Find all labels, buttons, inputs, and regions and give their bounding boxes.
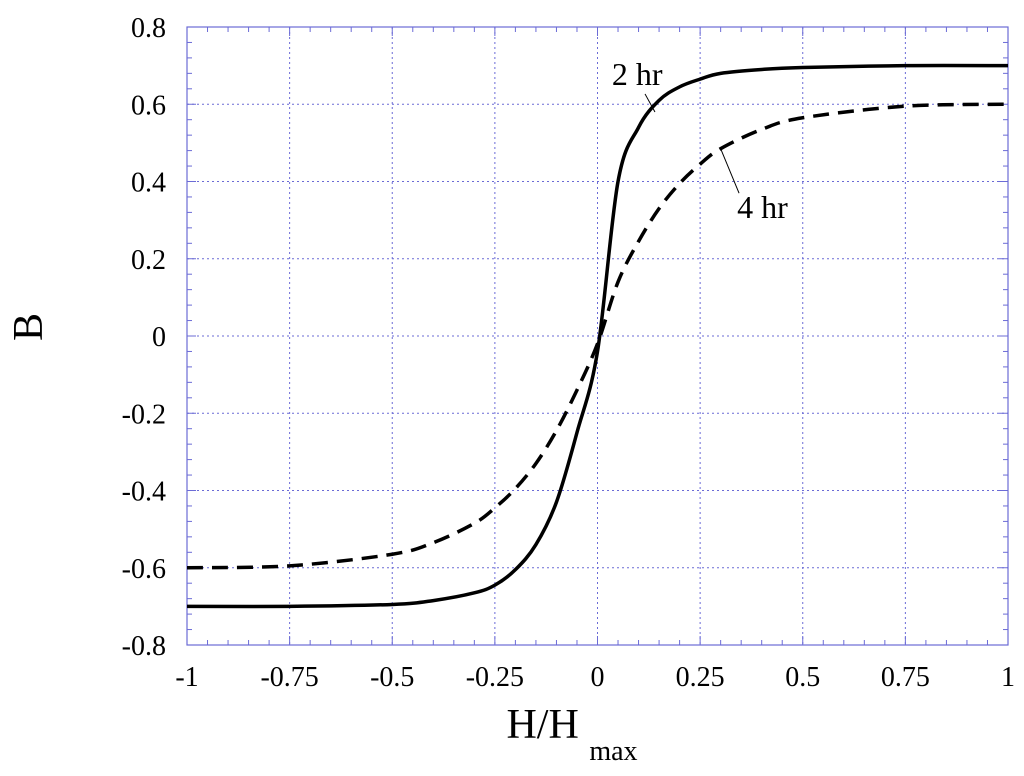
x-tick-label: 0 bbox=[591, 662, 605, 693]
y-tick-label: 0.4 bbox=[131, 168, 166, 199]
x-tick-label: 0.5 bbox=[785, 662, 820, 693]
y-tick-label: 0.2 bbox=[131, 245, 166, 276]
y-tick-label: 0 bbox=[152, 322, 166, 353]
x-axis-label-subscript: max bbox=[589, 736, 637, 767]
x-tick-label: 0.75 bbox=[881, 662, 930, 693]
annotation-label: 2 hr bbox=[612, 56, 663, 92]
x-tick-label: -0.25 bbox=[466, 662, 524, 693]
x-axis-label: H/H max bbox=[506, 702, 637, 767]
tick-labels: -1 -0.75 -0.5 -0.25 0 0.25 0.5 0.75 1 -0.8 -0.6 -0.… bbox=[122, 13, 1015, 693]
y-tick-label: -0.2 bbox=[122, 399, 166, 430]
grid bbox=[187, 27, 1008, 645]
y-tick-label: 0.6 bbox=[131, 90, 166, 121]
annotation-layer: 2 hr 4 hr bbox=[612, 56, 788, 225]
y-axis-label: B bbox=[6, 313, 52, 341]
x-tick-label: 0.25 bbox=[676, 662, 725, 693]
annotation-leader-line bbox=[720, 148, 740, 194]
y-tick-label: -0.8 bbox=[122, 631, 166, 662]
x-tick-label: -0.5 bbox=[370, 662, 414, 693]
x-tick-label: 1 bbox=[1001, 662, 1015, 693]
x-tick-label: -1 bbox=[175, 662, 198, 693]
annotation-label: 4 hr bbox=[737, 189, 788, 225]
plot-frame bbox=[186, 26, 1009, 646]
x-axis-label-main: H/H bbox=[506, 702, 578, 748]
series-line-4-hr bbox=[186, 102, 1009, 570]
x-tick-label: -0.75 bbox=[260, 662, 318, 693]
y-tick-label: -0.4 bbox=[122, 477, 166, 508]
annotation-leader-line bbox=[644, 93, 656, 113]
y-tick-label: 0.8 bbox=[131, 13, 166, 44]
series-layer bbox=[186, 63, 1009, 609]
y-tick-label: -0.6 bbox=[122, 554, 166, 585]
